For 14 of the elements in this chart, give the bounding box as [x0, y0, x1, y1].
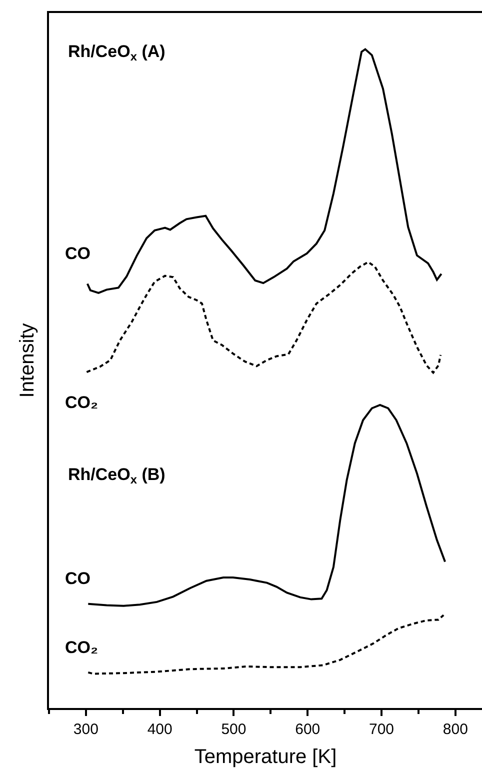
x-tick-label: 300 — [73, 720, 98, 738]
annotation: Rh/CeO$_{x}$ (B) — [68, 465, 166, 487]
series-label: CO₂ — [65, 638, 98, 657]
x-tick-label: 800 — [442, 720, 468, 738]
series-label: CO — [65, 569, 90, 588]
x-tick-label: 700 — [368, 720, 394, 738]
x-tick-label: 500 — [221, 720, 246, 738]
x-axis-title: Temperature [K] — [194, 746, 337, 768]
series-label: CO₂ — [65, 393, 98, 412]
x-tick-label: 400 — [147, 720, 172, 738]
annotation: Rh/CeO$_{x}$ (A) — [68, 42, 166, 64]
x-tick-label: 600 — [295, 720, 320, 738]
y-axis-title: Intensity — [16, 323, 38, 398]
series-label: CO — [65, 244, 90, 263]
